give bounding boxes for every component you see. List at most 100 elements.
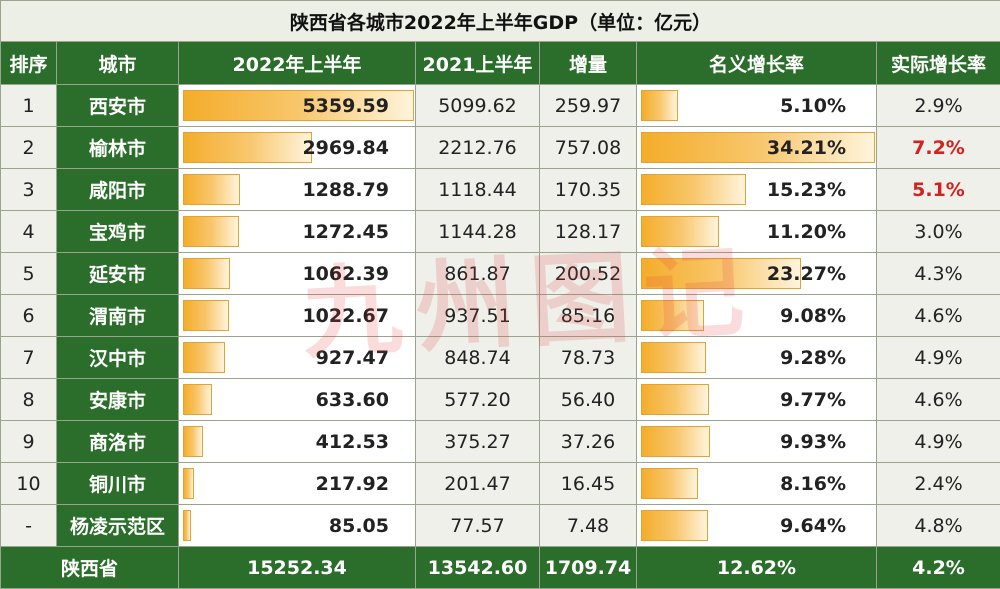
row-gdp-2021: 5099.62 (416, 85, 540, 127)
row-gdp-2022: 633.60 (179, 389, 415, 411)
row-rank: 7 (1, 337, 57, 379)
header-nominal-growth: 名义增长率 (637, 42, 877, 85)
row-gdp-2022: 1062.39 (179, 263, 415, 285)
row-nominal-growth: 15.23% (637, 179, 876, 201)
row-real-growth: 4.8% (877, 505, 1000, 547)
row-gdp-2022: 85.05 (179, 515, 415, 537)
row-city: 榆林市 (57, 127, 179, 169)
row-rank: 5 (1, 253, 57, 295)
row-increase: 128.17 (540, 211, 637, 253)
row-gdp-2022: 1288.79 (179, 179, 415, 201)
row-increase: 16.45 (540, 463, 637, 505)
row-gdp-2022-cell: 2969.84 (179, 127, 416, 169)
row-city: 汉中市 (57, 337, 179, 379)
row-increase: 85.16 (540, 295, 637, 337)
total-gdp-2021: 13542.60 (416, 547, 540, 589)
row-nominal-growth: 9.77% (637, 389, 876, 411)
row-rank: 9 (1, 421, 57, 463)
row-nominal-growth: 9.64% (637, 515, 876, 537)
row-gdp-2022: 217.92 (179, 473, 415, 495)
total-real-growth: 4.2% (877, 547, 1000, 589)
row-gdp-2022: 927.47 (179, 347, 415, 369)
row-nominal-cell: 9.93% (637, 421, 877, 463)
row-gdp-2021: 848.74 (416, 337, 540, 379)
row-nominal-growth: 34.21% (637, 137, 876, 159)
total-increase: 1709.74 (540, 547, 637, 589)
total-label: 陕西省 (1, 547, 179, 589)
row-increase: 259.97 (540, 85, 637, 127)
row-nominal-cell: 8.16% (637, 463, 877, 505)
row-nominal-cell: 9.08% (637, 295, 877, 337)
header-gdp-2022: 2022年上半年 (179, 42, 416, 85)
row-increase: 56.40 (540, 379, 637, 421)
header-real-growth: 实际增长率 (877, 42, 1000, 85)
row-gdp-2022-cell: 1272.45 (179, 211, 416, 253)
row-nominal-cell: 11.20% (637, 211, 877, 253)
row-increase: 78.73 (540, 337, 637, 379)
header-gdp-2021: 2021上半年 (416, 42, 540, 85)
row-real-growth: 4.9% (877, 421, 1000, 463)
total-gdp-2022: 15252.34 (179, 547, 416, 589)
row-gdp-2022-cell: 412.53 (179, 421, 416, 463)
row-city: 商洛市 (57, 421, 179, 463)
row-gdp-2022: 1272.45 (179, 221, 415, 243)
row-gdp-2022: 5359.59 (179, 95, 415, 117)
row-real-growth: 4.6% (877, 379, 1000, 421)
row-gdp-2021: 77.57 (416, 505, 540, 547)
row-city: 铜川市 (57, 463, 179, 505)
row-increase: 7.48 (540, 505, 637, 547)
header-increase: 增量 (540, 42, 637, 85)
row-rank: 3 (1, 169, 57, 211)
row-real-growth: 4.3% (877, 253, 1000, 295)
row-nominal-cell: 23.27% (637, 253, 877, 295)
row-real-growth: 3.0% (877, 211, 1000, 253)
row-rank: 6 (1, 295, 57, 337)
row-nominal-cell: 9.64% (637, 505, 877, 547)
row-nominal-cell: 34.21% (637, 127, 877, 169)
row-gdp-2021: 201.47 (416, 463, 540, 505)
header-row: 排序 城市 2022年上半年 2021上半年 增量 名义增长率 实际增长率 (1, 42, 1000, 85)
row-increase: 170.35 (540, 169, 637, 211)
row-gdp-2021: 1144.28 (416, 211, 540, 253)
row-nominal-growth: 23.27% (637, 263, 876, 285)
row-nominal-cell: 5.10% (637, 85, 877, 127)
row-nominal-cell: 9.28% (637, 337, 877, 379)
row-city: 西安市 (57, 85, 179, 127)
row-real-growth: 2.4% (877, 463, 1000, 505)
row-gdp-2022-cell: 217.92 (179, 463, 416, 505)
total-row: 陕西省 15252.34 13542.60 1709.74 12.62% 4.2… (1, 547, 1000, 589)
row-city: 杨凌示范区 (57, 505, 179, 547)
row-gdp-2021: 861.87 (416, 253, 540, 295)
row-real-growth: 7.2% (877, 127, 1000, 169)
row-rank: 8 (1, 379, 57, 421)
row-rank: - (1, 505, 57, 547)
row-gdp-2022-cell: 1288.79 (179, 169, 416, 211)
row-gdp-2022-cell: 1062.39 (179, 253, 416, 295)
row-rank: 4 (1, 211, 57, 253)
row-nominal-growth: 9.93% (637, 431, 876, 453)
row-gdp-2022: 412.53 (179, 431, 415, 453)
row-gdp-2021: 1118.44 (416, 169, 540, 211)
row-real-growth: 5.1% (877, 169, 1000, 211)
row-city: 渭南市 (57, 295, 179, 337)
row-increase: 757.08 (540, 127, 637, 169)
row-gdp-2022-cell: 85.05 (179, 505, 416, 547)
row-rank: 2 (1, 127, 57, 169)
row-gdp-2021: 577.20 (416, 379, 540, 421)
row-real-growth: 4.6% (877, 295, 1000, 337)
header-rank: 排序 (1, 42, 57, 85)
row-nominal-growth: 9.08% (637, 305, 876, 327)
row-city: 咸阳市 (57, 169, 179, 211)
row-nominal-growth: 9.28% (637, 347, 876, 369)
row-real-growth: 2.9% (877, 85, 1000, 127)
row-rank: 1 (1, 85, 57, 127)
row-nominal-growth: 8.16% (637, 473, 876, 495)
row-real-growth: 4.9% (877, 337, 1000, 379)
